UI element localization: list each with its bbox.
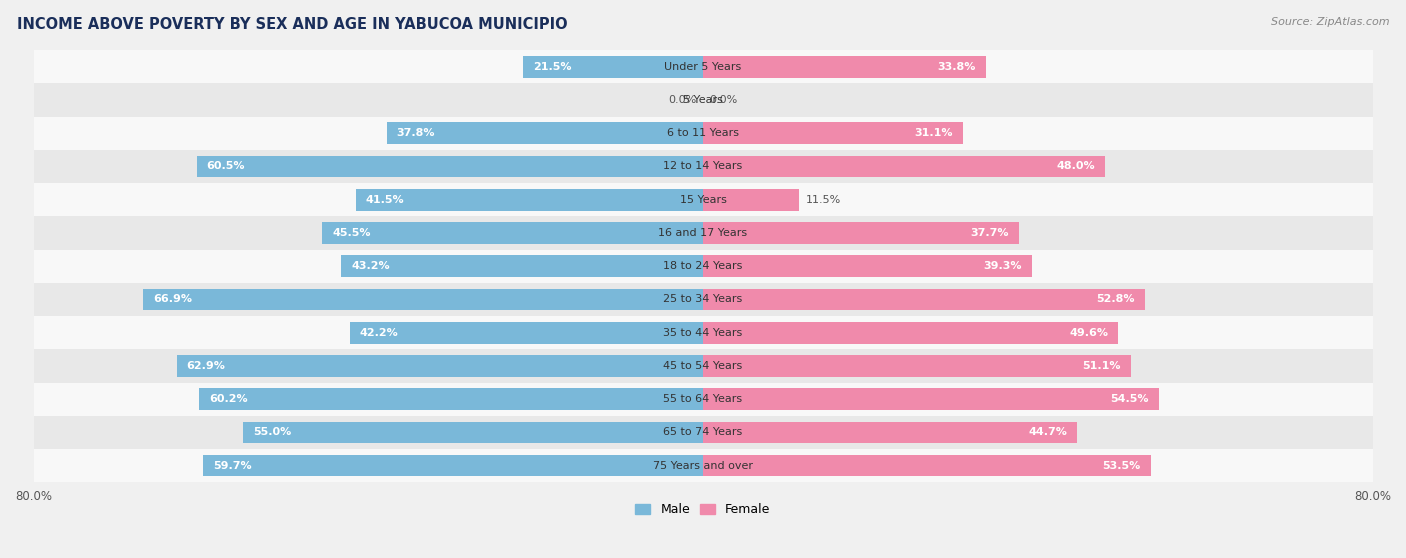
Bar xyxy=(34,217,1372,249)
Bar xyxy=(703,56,986,78)
Text: 31.1%: 31.1% xyxy=(915,128,953,138)
Text: Under 5 Years: Under 5 Years xyxy=(665,62,741,72)
Bar xyxy=(703,422,1077,443)
Text: 59.7%: 59.7% xyxy=(214,461,252,471)
Text: 37.8%: 37.8% xyxy=(396,128,436,138)
Text: 55.0%: 55.0% xyxy=(253,427,291,437)
Text: 45 to 54 Years: 45 to 54 Years xyxy=(664,361,742,371)
Text: 12 to 14 Years: 12 to 14 Years xyxy=(664,161,742,171)
Bar xyxy=(34,183,1372,217)
Text: 52.8%: 52.8% xyxy=(1097,295,1135,305)
Text: 35 to 44 Years: 35 to 44 Years xyxy=(664,328,742,338)
Bar xyxy=(34,117,1372,150)
Text: 0.0%: 0.0% xyxy=(710,95,738,105)
Text: 11.5%: 11.5% xyxy=(806,195,841,205)
Text: 39.3%: 39.3% xyxy=(983,261,1022,271)
Bar xyxy=(34,349,1372,383)
Bar xyxy=(703,256,1032,277)
Bar xyxy=(34,83,1372,117)
Bar xyxy=(34,150,1372,183)
Bar xyxy=(387,122,703,144)
Text: 60.5%: 60.5% xyxy=(207,161,245,171)
Bar xyxy=(322,222,703,244)
Text: INCOME ABOVE POVERTY BY SEX AND AGE IN YABUCOA MUNICIPIO: INCOME ABOVE POVERTY BY SEX AND AGE IN Y… xyxy=(17,17,568,32)
Legend: Male, Female: Male, Female xyxy=(630,498,776,521)
Bar xyxy=(703,388,1159,410)
Bar xyxy=(703,222,1018,244)
Text: 51.1%: 51.1% xyxy=(1083,361,1121,371)
Text: 49.6%: 49.6% xyxy=(1069,328,1108,338)
Bar xyxy=(200,388,703,410)
Bar xyxy=(350,322,703,344)
Text: 43.2%: 43.2% xyxy=(352,261,389,271)
Bar xyxy=(703,322,1118,344)
Text: 41.5%: 41.5% xyxy=(366,195,405,205)
Bar xyxy=(34,249,1372,283)
Text: 5 Years: 5 Years xyxy=(683,95,723,105)
Bar xyxy=(197,156,703,177)
Text: 15 Years: 15 Years xyxy=(679,195,727,205)
Text: 21.5%: 21.5% xyxy=(533,62,572,72)
Bar xyxy=(243,422,703,443)
Text: 44.7%: 44.7% xyxy=(1028,427,1067,437)
Text: 48.0%: 48.0% xyxy=(1056,161,1095,171)
Bar xyxy=(356,189,703,210)
Bar xyxy=(703,156,1105,177)
Text: 42.2%: 42.2% xyxy=(360,328,399,338)
Text: 62.9%: 62.9% xyxy=(187,361,225,371)
Text: 54.5%: 54.5% xyxy=(1111,394,1149,404)
Bar xyxy=(34,383,1372,416)
Text: 75 Years and over: 75 Years and over xyxy=(652,461,754,471)
Text: 6 to 11 Years: 6 to 11 Years xyxy=(666,128,740,138)
Text: 25 to 34 Years: 25 to 34 Years xyxy=(664,295,742,305)
Text: 37.7%: 37.7% xyxy=(970,228,1008,238)
Bar xyxy=(342,256,703,277)
Bar xyxy=(703,288,1144,310)
Bar xyxy=(34,316,1372,349)
Text: 18 to 24 Years: 18 to 24 Years xyxy=(664,261,742,271)
Bar xyxy=(143,288,703,310)
Bar xyxy=(34,449,1372,482)
Bar xyxy=(703,189,799,210)
Bar xyxy=(177,355,703,377)
Text: 33.8%: 33.8% xyxy=(938,62,976,72)
Text: 65 to 74 Years: 65 to 74 Years xyxy=(664,427,742,437)
Text: 53.5%: 53.5% xyxy=(1102,461,1140,471)
Text: 16 and 17 Years: 16 and 17 Years xyxy=(658,228,748,238)
Bar xyxy=(34,283,1372,316)
Bar xyxy=(204,455,703,477)
Bar xyxy=(703,122,963,144)
Bar xyxy=(34,416,1372,449)
Text: 0.0%: 0.0% xyxy=(668,95,696,105)
Bar xyxy=(34,50,1372,83)
Text: Source: ZipAtlas.com: Source: ZipAtlas.com xyxy=(1271,17,1389,27)
Text: 45.5%: 45.5% xyxy=(332,228,371,238)
Bar xyxy=(523,56,703,78)
Bar xyxy=(703,455,1150,477)
Text: 55 to 64 Years: 55 to 64 Years xyxy=(664,394,742,404)
Text: 66.9%: 66.9% xyxy=(153,295,193,305)
Bar xyxy=(703,355,1130,377)
Text: 60.2%: 60.2% xyxy=(209,394,247,404)
